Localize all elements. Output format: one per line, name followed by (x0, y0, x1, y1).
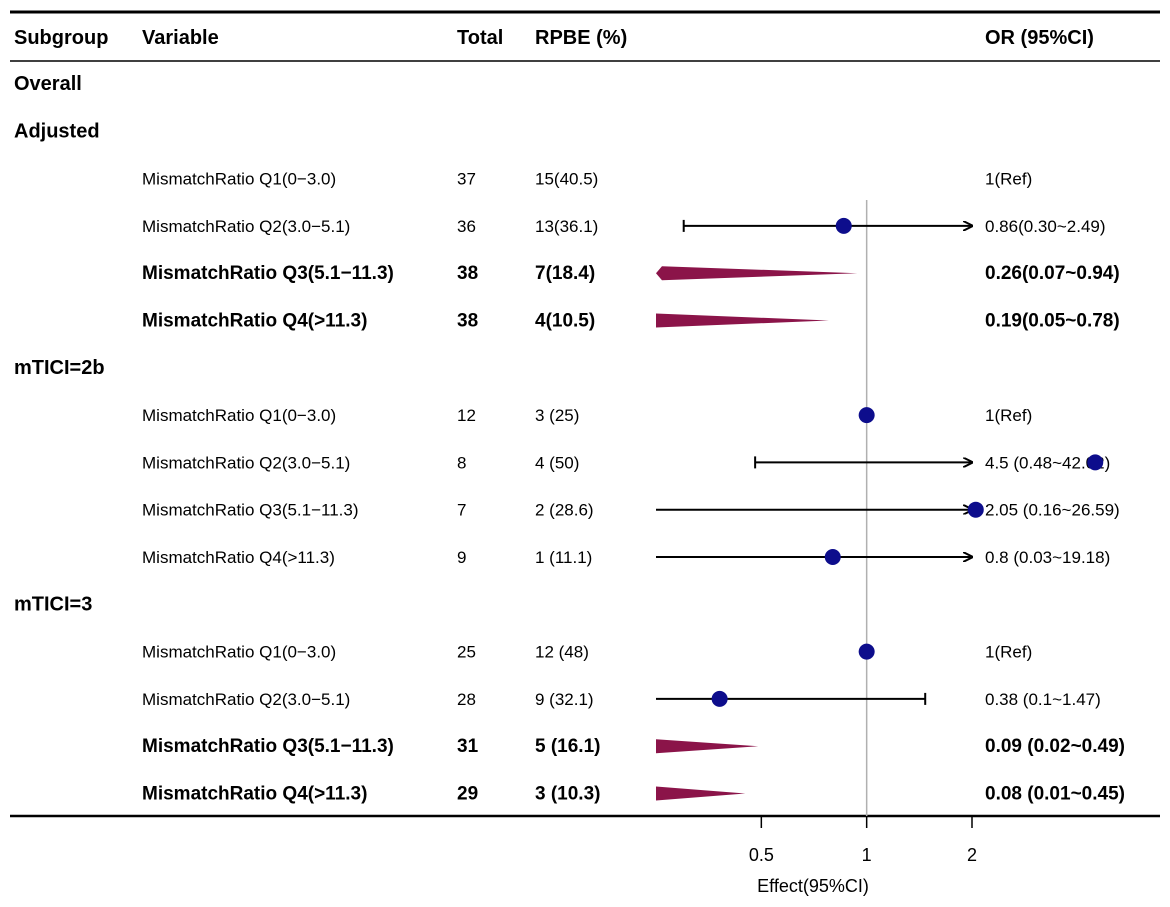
row-total: 38 (457, 263, 478, 284)
row-rpbe: 12 (48) (535, 643, 589, 662)
row-variable: MismatchRatio Q1(0−3.0) (142, 406, 336, 425)
header-variable: Variable (142, 27, 219, 49)
row-variable: MismatchRatio Q3(5.1−11.3) (142, 263, 394, 284)
row-total: 29 (457, 784, 478, 805)
row-rpbe: 1 (11.1) (535, 548, 592, 567)
group-label: Overall (14, 73, 82, 95)
row-total: 9 (457, 548, 466, 567)
x-tick-label: 2 (967, 845, 977, 865)
row-variable: MismatchRatio Q2(3.0−5.1) (142, 217, 350, 236)
row-total: 28 (457, 690, 476, 709)
row-total: 31 (457, 736, 479, 757)
row-or: 0.38 (0.1~1.47) (985, 690, 1101, 709)
row-rpbe: 9 (32.1) (535, 690, 594, 709)
point-estimate (967, 501, 984, 518)
estimate-diamond (656, 786, 746, 801)
row-total: 38 (457, 311, 478, 332)
row-rpbe: 4 (50) (535, 453, 579, 472)
row-or: 0.08 (0.01~0.45) (985, 784, 1125, 805)
row-total: 36 (457, 217, 476, 236)
row-total: 7 (457, 501, 466, 520)
header-or: OR (95%CI) (985, 27, 1094, 49)
point-estimate (1087, 454, 1104, 471)
row-or: 1(Ref) (985, 643, 1032, 662)
row-rpbe: 13(36.1) (535, 217, 598, 236)
header-rpbe: RPBE (%) (535, 27, 627, 49)
row-or: 0.26(0.07~0.94) (985, 263, 1120, 284)
row-rpbe: 5 (16.1) (535, 736, 600, 757)
row-rpbe: 7(18.4) (535, 263, 595, 284)
row-or: 0.19(0.05~0.78) (985, 311, 1120, 332)
point-estimate (858, 407, 875, 424)
row-variable: MismatchRatio Q2(3.0−5.1) (142, 690, 350, 709)
row-total: 25 (457, 643, 476, 662)
row-variable: MismatchRatio Q4(>11.3) (142, 784, 367, 805)
x-tick-label: 0.5 (749, 845, 774, 865)
row-variable: MismatchRatio Q2(3.0−5.1) (142, 453, 350, 472)
row-or: 4.5 (0.48~42.02) (985, 453, 1110, 472)
row-total: 37 (457, 170, 476, 189)
group-label: mTICI=3 (14, 593, 92, 615)
row-rpbe: 3 (25) (535, 406, 579, 425)
point-estimate (835, 217, 852, 234)
row-or: 2.05 (0.16~26.59) (985, 501, 1120, 520)
point-estimate (858, 643, 875, 660)
row-or: 1(Ref) (985, 406, 1032, 425)
row-variable: MismatchRatio Q4(>11.3) (142, 548, 335, 567)
row-rpbe: 2 (28.6) (535, 501, 594, 520)
row-variable: MismatchRatio Q3(5.1−11.3) (142, 736, 394, 757)
row-rpbe: 3 (10.3) (535, 784, 600, 805)
row-variable: MismatchRatio Q3(5.1−11.3) (142, 501, 359, 520)
estimate-diamond (656, 739, 759, 754)
row-total: 8 (457, 453, 466, 472)
x-axis: 0.5 1 2 Effect(95%CI) (749, 816, 977, 896)
row-variable: MismatchRatio Q1(0−3.0) (142, 170, 336, 189)
row-or: 0.86(0.30~2.49) (985, 217, 1106, 236)
forest-marks (656, 200, 1104, 816)
point-estimate (711, 690, 728, 707)
group-label: mTICI=2b (14, 357, 105, 379)
group-label: Adjusted (14, 120, 100, 142)
row-rpbe: 15(40.5) (535, 170, 598, 189)
row-variable: MismatchRatio Q1(0−3.0) (142, 643, 336, 662)
x-axis-label: Effect(95%CI) (757, 876, 869, 896)
table-rows: Overall Adjusted MismatchRatio Q1(0−3.0) 37… (14, 73, 1125, 805)
row-or: 0.09 (0.02~0.49) (985, 736, 1125, 757)
header-subgroup: Subgroup (14, 27, 108, 49)
estimate-diamond (656, 266, 858, 281)
row-rpbe: 4(10.5) (535, 311, 595, 332)
point-estimate (824, 549, 841, 565)
row-or: 0.8 (0.03~19.18) (985, 548, 1110, 567)
header-total: Total (457, 27, 503, 49)
row-variable: MismatchRatio Q4(>11.3) (142, 311, 367, 332)
x-tick-label: 1 (862, 845, 872, 865)
row-or: 1(Ref) (985, 170, 1032, 189)
row-total: 12 (457, 406, 476, 425)
estimate-diamond (656, 313, 829, 328)
